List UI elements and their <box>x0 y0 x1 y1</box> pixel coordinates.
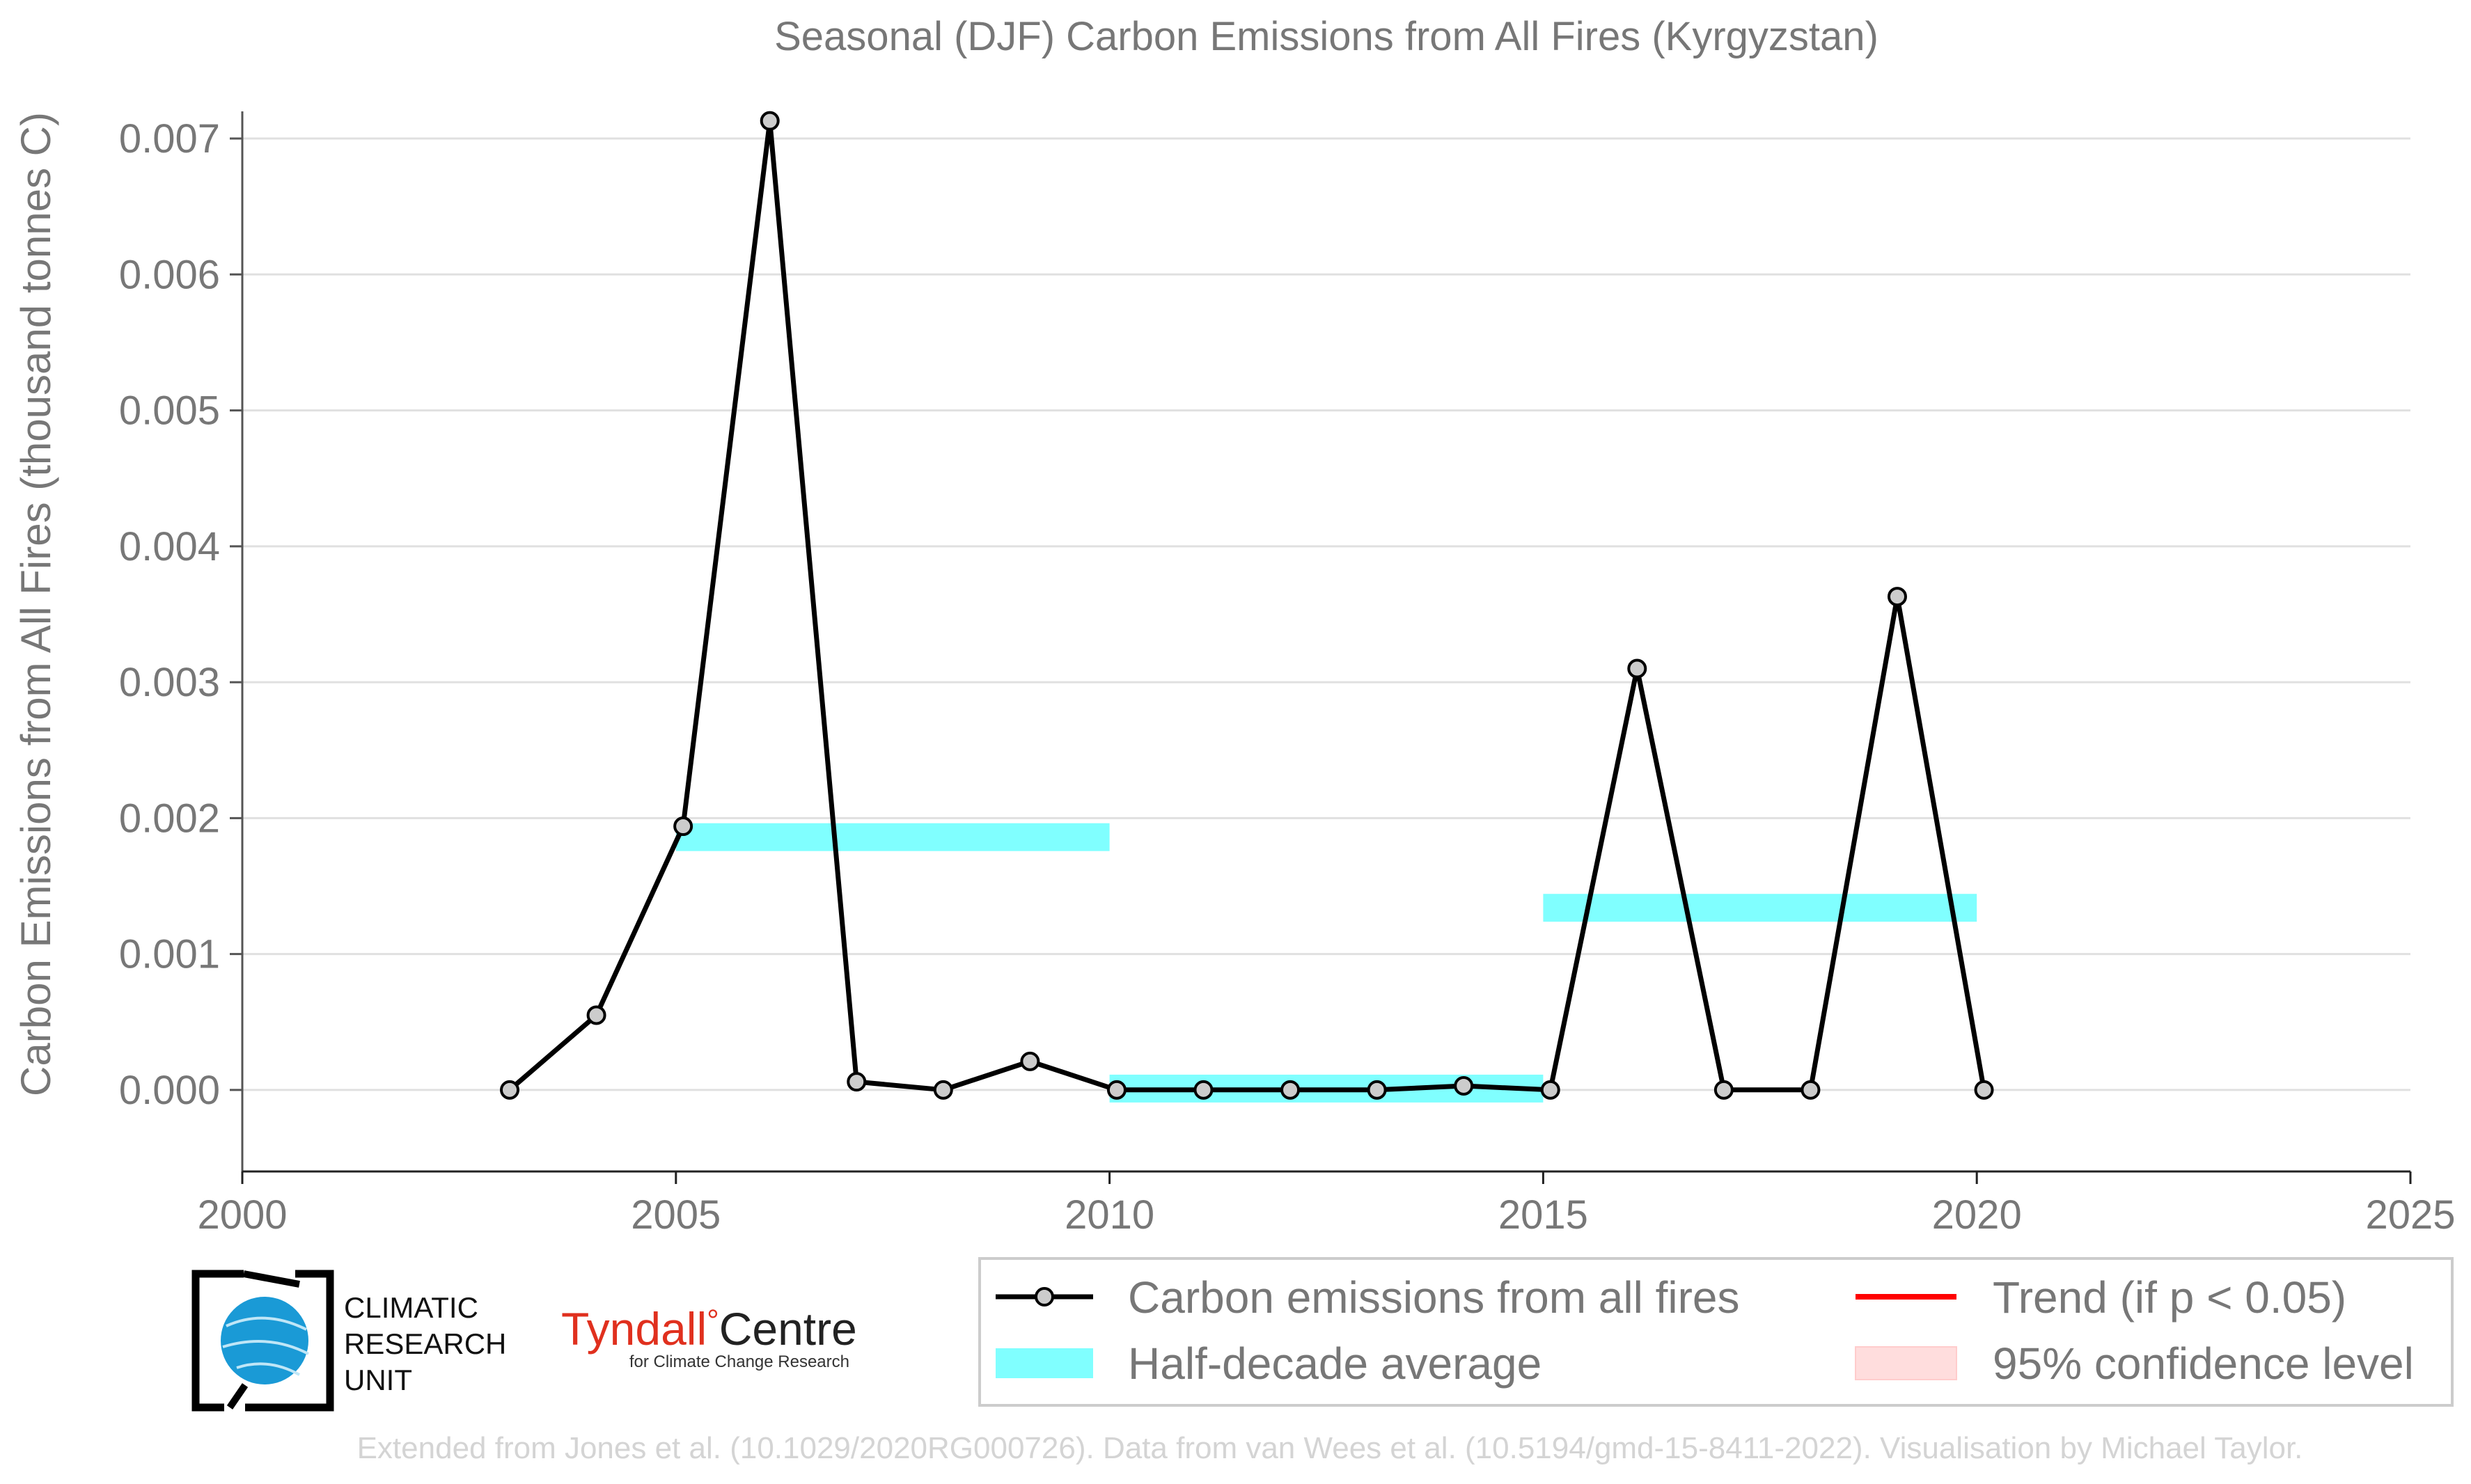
legend-entry-half-decade: Half-decade average <box>996 1339 1542 1389</box>
tyndall-subtitle: for Climate Change Research <box>629 1352 849 1371</box>
y-tick-label: 0.006 <box>119 252 220 297</box>
data-point <box>1713 1080 1734 1100</box>
legend-label-trend: Trend (if p < 0.05) <box>1993 1272 2346 1323</box>
data-point <box>760 111 780 131</box>
half-decade-average-bars <box>675 823 1977 1103</box>
y-tick-label: 0.004 <box>119 524 220 569</box>
data-point <box>1106 1080 1127 1100</box>
x-tick-label: 2000 <box>197 1192 287 1238</box>
footer-credit: Extended from Jones et al. (10.1029/2020… <box>357 1431 2303 1465</box>
legend-label-half-decade: Half-decade average <box>1128 1339 1542 1389</box>
cru-text-line-2: RESEARCH <box>344 1327 506 1360</box>
data-point <box>1367 1080 1387 1100</box>
data-point <box>500 1080 520 1100</box>
data-point <box>1974 1080 1994 1100</box>
half-decade-average-bar <box>675 823 1110 851</box>
legend-label-confidence: 95% confidence level <box>1993 1339 2414 1389</box>
y-tick-label: 0.005 <box>119 388 220 434</box>
chart-title: Seasonal (DJF) Carbon Emissions from All… <box>774 14 1878 59</box>
cru-logo: CLIMATIC RESEARCH UNIT <box>191 1270 506 1412</box>
x-tick-label: 2015 <box>1498 1192 1588 1238</box>
x-tick-label: 2020 <box>1932 1192 2022 1238</box>
data-point <box>1540 1080 1560 1100</box>
legend-entry-trend: Trend (if p < 0.05) <box>1856 1272 2346 1323</box>
data-point <box>933 1080 953 1100</box>
x-tick-label: 2010 <box>1065 1192 1154 1238</box>
data-point <box>847 1072 867 1092</box>
legend-swatch-half-decade <box>996 1348 1093 1378</box>
x-tick-label: 2005 <box>631 1192 721 1238</box>
series-group <box>500 111 1994 1100</box>
legend-swatch-confidence <box>1855 1346 1957 1380</box>
gridlines <box>242 137 2410 1091</box>
data-point <box>1280 1080 1301 1100</box>
legend: Carbon emissions from all fires Trend (i… <box>978 1257 2454 1407</box>
legend-label-emissions: Carbon emissions from all fires <box>1128 1272 1740 1323</box>
tyndall-logo: Tyndall°Centre for Climate Change Resear… <box>561 1303 857 1371</box>
cru-bracket-left <box>191 1270 244 1412</box>
data-point <box>586 1005 606 1025</box>
data-point <box>1887 587 1907 607</box>
data-point <box>1801 1080 1821 1100</box>
y-tick-label: 0.002 <box>119 796 220 841</box>
data-point <box>1454 1075 1474 1096</box>
tyndall-centre: Centre <box>719 1303 857 1355</box>
series-line-emissions <box>508 118 1986 1093</box>
x-tick-label: 2025 <box>2365 1192 2455 1238</box>
y-tick-label: 0.003 <box>119 660 220 705</box>
axes: 0.000 0.001 0.002 0.003 0.004 0.005 0.006 0.007… <box>119 111 2456 1238</box>
tyndall-degree: ° <box>707 1304 719 1338</box>
legend-box <box>978 1257 2454 1407</box>
y-tick-label: 0.001 <box>119 932 220 977</box>
data-point <box>1627 658 1647 679</box>
y-axis-label: Carbon Emissions from All Fires (thousan… <box>13 112 59 1096</box>
y-tick-label: 0.007 <box>119 116 220 161</box>
cru-bracket-right <box>245 1270 334 1412</box>
data-point <box>673 816 693 837</box>
data-point <box>1193 1080 1214 1100</box>
half-decade-average-bar <box>1543 894 1977 922</box>
cru-text-line-3: UNIT <box>344 1364 412 1396</box>
cru-text-line-1: CLIMATIC <box>344 1291 478 1324</box>
tyndall-name: Tyndall <box>561 1303 707 1355</box>
tyndall-logo-text: Tyndall°Centre <box>561 1303 857 1355</box>
legend-marker-emissions <box>1035 1287 1054 1307</box>
legend-entry-emissions: Carbon emissions from all fires <box>996 1272 1740 1323</box>
y-tick-label: 0.000 <box>119 1068 220 1113</box>
legend-entry-confidence: 95% confidence level <box>1855 1339 2414 1389</box>
data-point <box>1020 1051 1040 1071</box>
